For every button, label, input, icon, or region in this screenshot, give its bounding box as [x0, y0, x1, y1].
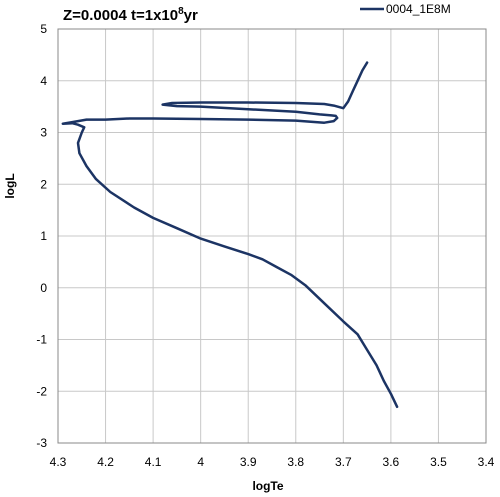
x-tick-label: 4.1 [145, 455, 162, 469]
legend-label: 0004_1E8M [386, 2, 451, 16]
x-tick-label: 4.2 [97, 455, 114, 469]
series-layer [61, 61, 399, 409]
y-tick-label: 1 [40, 229, 47, 243]
x-tick-label: 3.9 [240, 455, 257, 469]
x-tick-label: 3.7 [335, 455, 352, 469]
y-axis-ticks: -3 -2 -1 0 1 2 3 4 5 [36, 22, 47, 450]
chart-title-superscript: 8 [178, 6, 184, 17]
plot-area-border [57, 28, 487, 444]
x-tick-label: 3.8 [287, 455, 304, 469]
grid-lines [57, 28, 487, 444]
y-tick-label: 3 [40, 126, 47, 140]
y-tick-label: -3 [36, 436, 47, 450]
x-tick-label: 3.4 [478, 455, 495, 469]
x-axis-ticks: 4.3 4.2 4.1 4 3.9 3.8 3.7 3.6 3.5 3.4 [50, 455, 495, 469]
y-tick-label: 5 [40, 22, 47, 36]
x-tick-label: 4 [197, 455, 204, 469]
chart-title-suffix: yr [184, 7, 198, 24]
y-tick-label: 0 [40, 281, 47, 295]
series-line [61, 61, 399, 409]
x-axis-label: logTe [252, 479, 283, 493]
chart-title-text: Z=0.0004 t=1x10 [63, 7, 178, 24]
x-tick-label: 4.3 [50, 455, 67, 469]
x-tick-label: 3.5 [430, 455, 447, 469]
chart-title: Z=0.0004 t=1x108yr [63, 6, 198, 24]
y-tick-label: -1 [36, 333, 47, 347]
y-tick-label: -2 [36, 384, 47, 398]
y-axis-label: logL [3, 173, 17, 198]
x-tick-label: 3.6 [383, 455, 400, 469]
y-tick-label: 4 [40, 74, 47, 88]
y-tick-label: 2 [40, 177, 47, 191]
